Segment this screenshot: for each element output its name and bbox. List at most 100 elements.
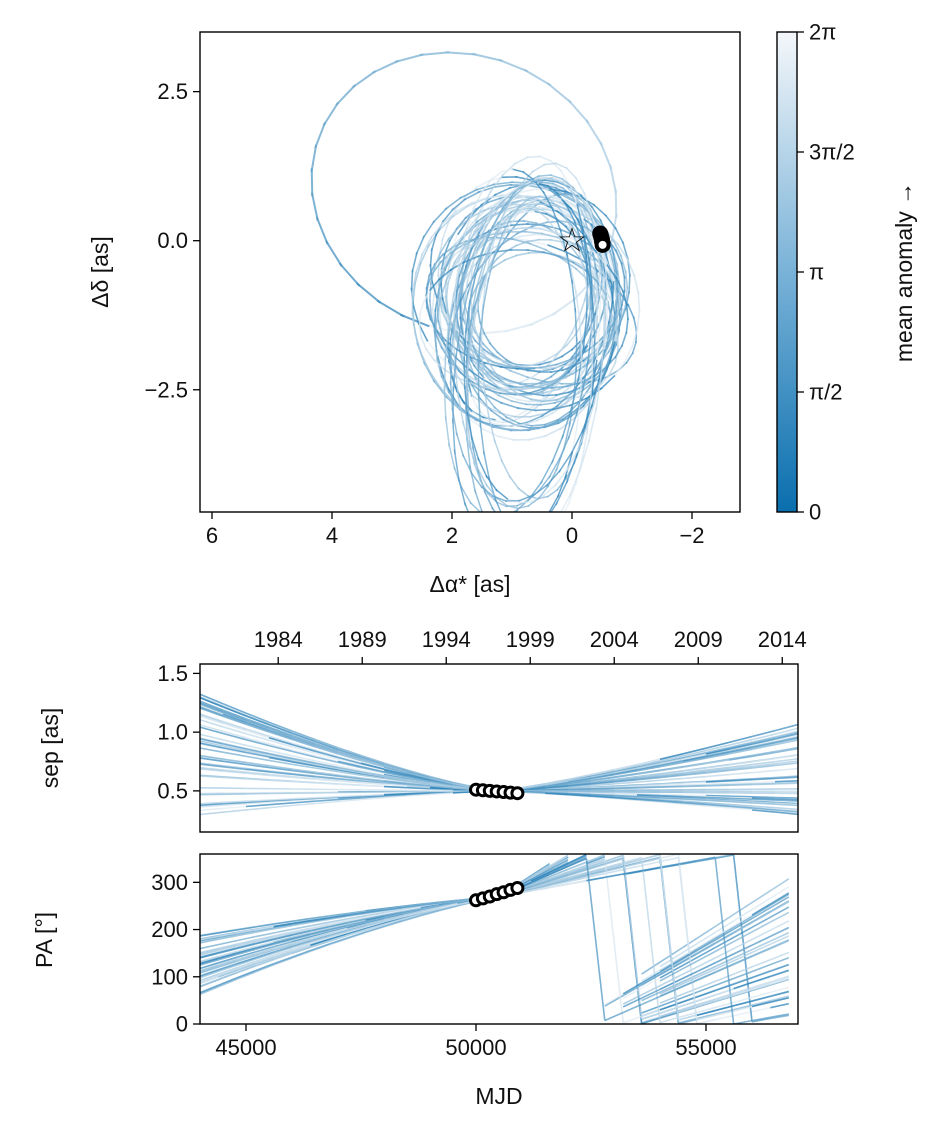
separation-draw-segment <box>636 765 661 772</box>
separation-draw-segment <box>682 755 707 762</box>
separation-draw-segment <box>337 797 362 801</box>
separation-draw-segment <box>245 744 270 752</box>
pa-draw-segment <box>236 948 256 956</box>
colorbar-tick-label: 2π <box>809 20 836 45</box>
pa-draw-segment <box>733 948 753 959</box>
pa-draw-segment <box>236 965 256 974</box>
separation-draw-segment <box>360 771 385 777</box>
separation-draw-segment <box>200 700 224 711</box>
orbit-segment <box>582 207 594 232</box>
astrometry-x-tick-label: −2 <box>679 523 704 548</box>
pa-draw-segment <box>770 926 790 938</box>
separation-draw-segment <box>728 778 753 782</box>
separation-draw-segment <box>245 800 270 804</box>
orbit-segment <box>476 215 494 232</box>
pa-draw-segment <box>677 854 698 1020</box>
orbit-segment <box>520 530 532 532</box>
pa-draw-segment <box>255 923 274 928</box>
separation-draw-segment <box>291 797 316 801</box>
orbit-segment <box>565 166 578 180</box>
pa-draw-segment <box>200 965 219 973</box>
separation-draw-segment <box>636 773 661 778</box>
separation-draw-segment <box>590 793 615 797</box>
separation-draw-segment <box>659 799 684 804</box>
orbit-segment <box>432 207 448 224</box>
separation-draw-segment <box>200 811 224 816</box>
separation-draw-segment <box>751 780 776 784</box>
pa-draw-segment <box>365 916 385 923</box>
pa-draw-segment <box>310 921 329 927</box>
orbit-segment <box>314 122 327 149</box>
pa-draw-segment <box>291 941 311 949</box>
pa-draw-segment <box>200 959 219 966</box>
separation-draw-segment <box>222 715 247 725</box>
astrometry-x-tick-label: 0 <box>566 523 578 548</box>
orbit-segment <box>549 159 563 173</box>
separation-draw-segment <box>705 741 730 749</box>
pa-draw-segment <box>751 975 771 984</box>
separation-draw-segment <box>222 751 247 758</box>
orbit-segment <box>472 52 503 62</box>
separation-draw-segment <box>360 778 385 783</box>
orbit-segment <box>550 176 567 184</box>
pa-draw-segment <box>733 951 753 962</box>
pa-draw-segment <box>714 960 734 970</box>
orbit-segment <box>549 376 568 385</box>
pa-draws <box>200 854 790 1024</box>
separation-draw-segment <box>291 798 316 802</box>
separation-draw-segment <box>728 738 753 746</box>
pa-draw-segment <box>733 926 753 939</box>
pa-draw-segment <box>200 932 219 937</box>
orbit-segment <box>420 236 433 257</box>
orbit-segment <box>615 290 619 313</box>
pa-draw-segment <box>365 913 385 919</box>
pa-draw-segment <box>733 1010 753 1017</box>
orbit-segment <box>464 247 473 268</box>
orbit-segment <box>483 393 503 405</box>
orbit-segment <box>569 212 587 222</box>
pa-draw-segment <box>696 857 716 863</box>
pa-draw-segment <box>291 934 311 941</box>
orbit-segment <box>444 323 450 361</box>
separation-draw-segment <box>659 753 684 761</box>
pa-draw-segment <box>604 854 624 863</box>
orbit-segment <box>483 490 494 510</box>
separation-draw-segment <box>544 780 569 786</box>
pa-draw-segment <box>659 960 679 973</box>
separation-draw-segment <box>383 771 408 778</box>
pa-draw-segment <box>273 924 293 930</box>
orbit-segment <box>543 179 559 183</box>
separation-draw-segment <box>751 809 776 813</box>
orbit-segment <box>459 289 470 327</box>
separation-draw-segment <box>268 753 293 760</box>
orbit-segment <box>477 185 496 194</box>
orbit-segment <box>419 51 450 56</box>
orbit-segment <box>526 368 541 373</box>
pa-draw-segment <box>678 1017 697 1024</box>
orbit-segment <box>604 214 617 230</box>
pa-draw-segment <box>549 857 569 870</box>
pa-draw-segment <box>659 987 679 998</box>
separation-draw-segment <box>291 750 316 758</box>
separation-draw-segment <box>705 766 730 771</box>
pa-draw-segment <box>678 966 698 978</box>
separation-draw-segment <box>268 744 293 753</box>
separation-draw-segment <box>728 803 753 807</box>
orbit-segment <box>440 282 444 300</box>
astrometry-x-tick-label: 4 <box>326 523 338 548</box>
pa-draw-segment <box>678 1004 698 1012</box>
orbit-segment <box>509 204 522 220</box>
orbit-segment <box>556 474 567 498</box>
pa-draw-segment <box>347 910 366 915</box>
orbit-segment <box>512 509 519 512</box>
orbit-segment <box>411 311 417 336</box>
orbit-segment <box>571 279 577 313</box>
separation-draw-segment <box>360 780 385 784</box>
pa-draw-segment <box>347 914 366 920</box>
pa-draw-segment <box>236 962 256 971</box>
orbit-segment <box>590 280 594 310</box>
separation-draw-segment <box>636 774 661 779</box>
orbit-segment <box>569 352 580 369</box>
orbit-segment <box>551 434 565 464</box>
pa-draw-segment <box>383 917 403 925</box>
